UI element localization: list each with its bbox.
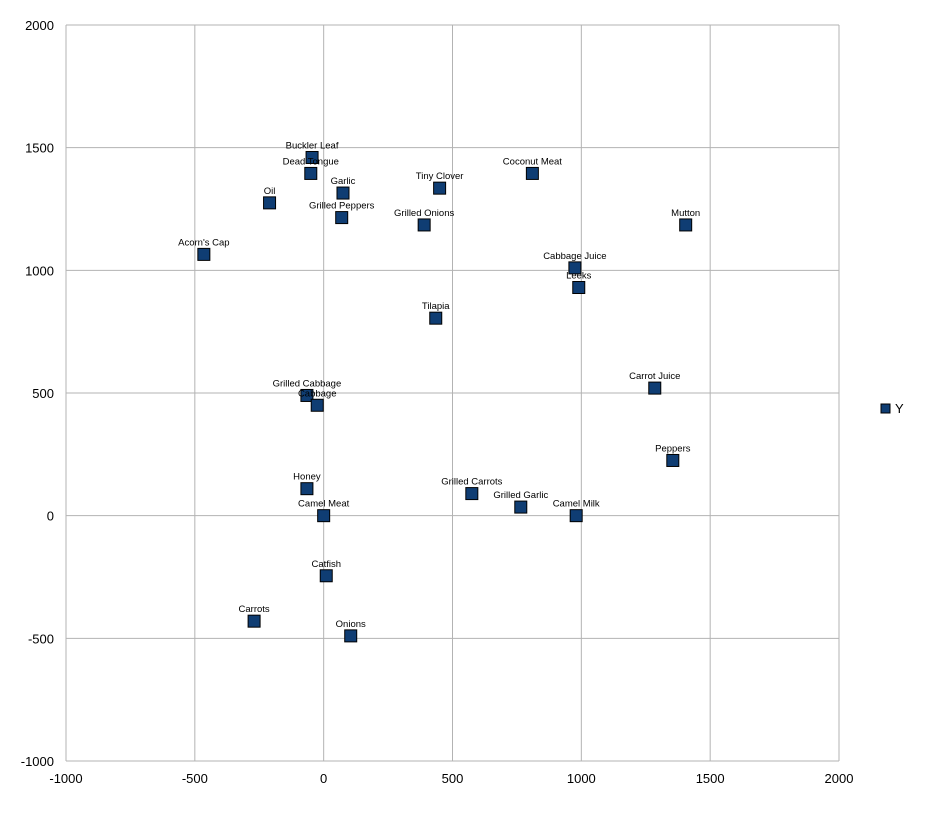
data-point: [569, 509, 583, 523]
data-point: [666, 453, 680, 467]
data-point: [335, 211, 349, 225]
data-labels: Buckler Leaf Dead Tongue Garlic Oil Grilled …: [178, 140, 700, 629]
data-label: Tiny Clover: [416, 171, 464, 182]
legend: Y: [880, 401, 904, 416]
data-point: [319, 569, 333, 583]
data-label: Coconut Meat: [503, 156, 563, 167]
data-point: [300, 482, 314, 496]
data-point: [247, 614, 261, 628]
data-point: [648, 381, 662, 395]
data-point: [304, 166, 318, 180]
data-point: [263, 196, 277, 210]
data-label: Oil: [264, 186, 276, 197]
data-label: Cabbage: [298, 388, 337, 399]
data-label: Leeks: [566, 271, 592, 282]
data-label: Camel Milk: [553, 499, 600, 510]
y-tick-label: -500: [28, 631, 54, 646]
data-label: Camel Meat: [298, 499, 350, 510]
data-point: [310, 398, 324, 412]
data-label: Tilapia: [422, 301, 450, 312]
data-point: [300, 388, 314, 402]
data-label: Garlic: [331, 176, 356, 187]
axes: -1000 -500 0 500 1000 1500 2000 -1000 -500 0 500 10…: [21, 18, 854, 786]
legend-label: Y: [895, 401, 904, 416]
data-label: Carrots: [239, 604, 270, 615]
y-tick-label: 1500: [25, 141, 54, 156]
data-label: Onions: [336, 619, 366, 630]
data-label: Cabbage Juice: [543, 251, 606, 262]
data-label: Grilled Carrots: [441, 477, 502, 488]
data-label: Dead Tongue: [283, 156, 339, 167]
data-label: Grilled Onions: [394, 208, 454, 219]
data-point: [568, 261, 582, 275]
y-tick-label: 500: [32, 386, 54, 401]
data-points: [197, 150, 693, 643]
data-point: [679, 218, 693, 232]
x-tick-label: 1500: [696, 771, 725, 786]
data-point: [572, 281, 586, 295]
data-label: Grilled Cabbage: [273, 378, 342, 389]
data-label: Grilled Garlic: [493, 490, 548, 501]
data-label: Carrot Juice: [629, 371, 680, 382]
data-label: Acorn's Cap: [178, 237, 229, 248]
y-tick-label: 2000: [25, 18, 54, 33]
y-tick-label: 0: [47, 509, 54, 524]
data-point: [317, 509, 331, 523]
y-tick-label: 1000: [25, 263, 54, 278]
x-tick-label: 500: [442, 771, 464, 786]
data-label: Grilled Peppers: [309, 201, 375, 212]
x-tick-label: 2000: [825, 771, 854, 786]
x-tick-label: 1000: [567, 771, 596, 786]
data-label: Peppers: [655, 443, 691, 454]
data-label: Catfish: [311, 559, 341, 570]
data-point: [417, 218, 431, 232]
x-tick-label: -500: [182, 771, 208, 786]
data-point: [336, 186, 350, 200]
data-point: [465, 487, 479, 501]
data-point: [305, 150, 319, 164]
data-point: [525, 166, 539, 180]
grid: [65, 24, 840, 762]
x-tick-label: -1000: [49, 771, 82, 786]
legend-marker: [880, 403, 891, 414]
y-tick-label: -1000: [21, 754, 54, 769]
data-point: [433, 181, 447, 195]
data-label: Honey: [293, 472, 321, 483]
data-label: Buckler Leaf: [286, 140, 339, 151]
data-point: [429, 311, 443, 325]
data-point: [197, 247, 211, 261]
data-label: Mutton: [671, 208, 700, 219]
data-point: [514, 500, 528, 514]
x-tick-label: 0: [320, 771, 327, 786]
data-point: [344, 629, 358, 643]
